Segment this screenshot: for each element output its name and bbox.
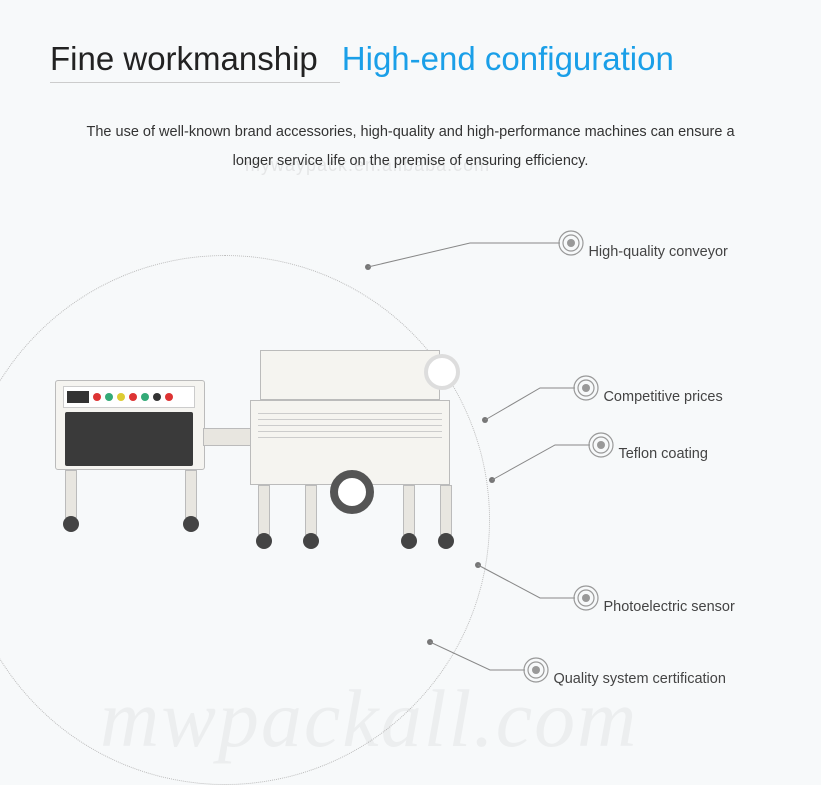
target-icon [588,432,614,458]
callout-item: Competitive prices [573,375,723,406]
machine-illustration [55,350,455,570]
callout-label: Competitive prices [603,389,722,405]
callout-label: Teflon coating [618,446,707,462]
title-main: Fine workmanship [50,40,318,78]
title-accent: High-end configuration [342,40,674,78]
callout-item: Teflon coating [588,432,708,463]
callout-label: High-quality conveyor [588,244,727,260]
control-panel [63,386,195,408]
callout-label: Photoelectric sensor [603,599,734,615]
feature-diagram: High-quality conveyor Competitive prices… [0,220,821,740]
watermark-bottom: mwpackall.com [100,672,638,766]
target-icon [573,375,599,401]
callout-item: High-quality conveyor [558,230,728,261]
machine-tunnel [55,380,215,540]
title-underline [50,82,340,83]
title-line: Fine workmanship High-end configuration [50,40,771,78]
target-icon [573,585,599,611]
watermark-top: mywaypack.en.alibaba.com [245,155,490,176]
target-icon [558,230,584,256]
callout-item: Photoelectric sensor [573,585,735,616]
machine-sealer [250,350,460,550]
conveyor-connector [203,428,253,446]
